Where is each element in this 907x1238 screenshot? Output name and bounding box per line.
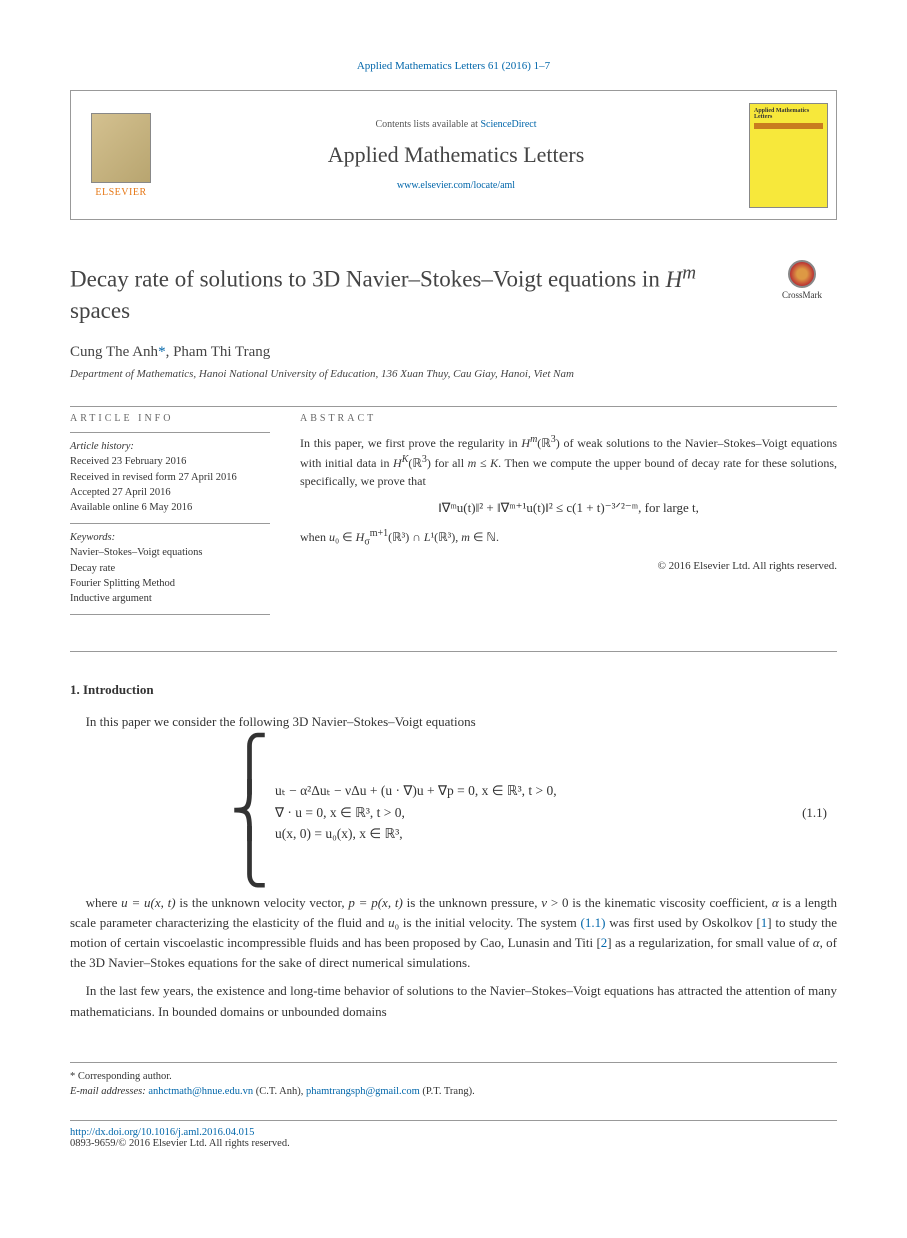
brace-icon: ⎧⎨⎩ xyxy=(230,742,269,882)
crossmark-label: CrossMark xyxy=(782,290,822,300)
abstract-p1: In this paper, we first prove the regula… xyxy=(300,432,837,490)
corresponding-author-note: * Corresponding author. xyxy=(70,1069,837,1085)
article-info: article info Article history: Received 2… xyxy=(70,413,270,621)
history-item: Available online 6 May 2016 xyxy=(70,500,270,515)
equation-1-1: ⎧⎨⎩ uₜ − α²Δuₜ − νΔu + (u · ∇)u + ∇p = 0… xyxy=(230,742,837,882)
issn-copyright: 0893-9659/© 2016 Elsevier Ltd. All right… xyxy=(70,1138,837,1149)
intro-p1: In this paper we consider the following … xyxy=(70,712,837,732)
eqn-line: uₜ − α²Δuₜ − νΔu + (u · ∇)u + ∇p = 0, x … xyxy=(275,780,557,802)
author-affiliation: Department of Mathematics, Hanoi Nationa… xyxy=(70,367,837,382)
keyword: Inductive argument xyxy=(70,591,270,606)
header-center: Contents lists available at ScienceDirec… xyxy=(171,91,741,219)
keyword: Decay rate xyxy=(70,561,270,576)
contents-prefix: Contents lists available at xyxy=(375,119,480,130)
footnotes: * Corresponding author. E-mail addresses… xyxy=(70,1062,837,1101)
keywords-heading: Keywords: xyxy=(70,530,270,545)
email-attribution: (P.T. Trang). xyxy=(420,1086,475,1097)
elsevier-tree-icon xyxy=(91,113,151,183)
journal-url-link[interactable]: www.elsevier.com/locate/aml xyxy=(397,180,515,191)
doi-link[interactable]: http://dx.doi.org/10.1016/j.aml.2016.04.… xyxy=(70,1127,254,1138)
keyword: Fourier Splitting Method xyxy=(70,576,270,591)
email-attribution: (C.T. Anh), xyxy=(253,1086,306,1097)
section-introduction: 1. Introduction In this paper we conside… xyxy=(70,682,837,1021)
eqn-line: u(x, 0) = u₀(x), x ∈ ℝ³, xyxy=(275,823,557,845)
journal-homepage: www.elsevier.com/locate/aml xyxy=(171,180,741,191)
publisher-name: ELSEVIER xyxy=(95,187,146,198)
history-item: Received in revised form 27 April 2016 xyxy=(70,470,270,485)
history-heading: Article history: xyxy=(70,439,270,454)
emails-label: E-mail addresses: xyxy=(70,1086,148,1097)
equation-number: (1.1) xyxy=(802,805,837,821)
abstract-label: abstract xyxy=(300,413,837,424)
history-item: Accepted 27 April 2016 xyxy=(70,485,270,500)
abstract: abstract In this paper, we first prove t… xyxy=(300,413,837,621)
sciencedirect-link[interactable]: ScienceDirect xyxy=(480,119,536,130)
eqn-line: ∇ · u = 0, x ∈ ℝ³, t > 0, xyxy=(275,802,557,824)
history-item: Received 23 February 2016 xyxy=(70,454,270,469)
crossmark-badge[interactable]: CrossMark xyxy=(767,260,837,300)
intro-p3: In the last few years, the existence and… xyxy=(70,981,837,1021)
author-list: Cung The Anh*, Pham Thi Trang xyxy=(70,344,837,361)
cover-thumbnail-icon: Applied Mathematics Letters xyxy=(749,103,828,208)
abstract-p2: when u₀ ∈ Hσm+1(ℝ³) ∩ L¹(ℝ³), m ∈ ℕ. xyxy=(300,526,837,549)
footer-bar: http://dx.doi.org/10.1016/j.aml.2016.04.… xyxy=(70,1120,837,1149)
article-title: Decay rate of solutions to 3D Navier–Sto… xyxy=(70,260,747,326)
author-email-link[interactable]: phamtrangsph@gmail.com xyxy=(306,1086,420,1097)
abstract-equation: ‖∇ᵐu(t)‖² + ‖∇ᵐ⁺¹u(t)‖² ≤ c(1 + t)⁻³ᐟ²⁻ᵐ… xyxy=(300,500,837,516)
email-addresses: E-mail addresses: anhctmath@hnue.edu.vn … xyxy=(70,1084,837,1100)
info-label: article info xyxy=(70,413,270,424)
cover-title: Applied Mathematics Letters xyxy=(754,108,823,121)
journal-title: Applied Mathematics Letters xyxy=(171,142,741,168)
crossmark-icon xyxy=(788,260,816,288)
intro-p2: where u = u(x, t) is the unknown velocit… xyxy=(70,893,837,974)
section-heading: 1. Introduction xyxy=(70,682,837,698)
divider xyxy=(70,651,837,652)
contents-available: Contents lists available at ScienceDirec… xyxy=(171,119,741,130)
author-email-link[interactable]: anhctmath@hnue.edu.vn xyxy=(148,1086,253,1097)
keyword: Navier–Stokes–Voigt equations xyxy=(70,545,270,560)
journal-reference: Applied Mathematics Letters 61 (2016) 1–… xyxy=(70,60,837,72)
copyright: © 2016 Elsevier Ltd. All rights reserved… xyxy=(300,560,837,572)
publisher-logo[interactable]: ELSEVIER xyxy=(71,91,171,219)
divider xyxy=(70,406,837,407)
journal-ref-link[interactable]: Applied Mathematics Letters 61 (2016) 1–… xyxy=(357,60,550,72)
journal-cover[interactable]: Applied Mathematics Letters xyxy=(741,91,836,219)
journal-header: ELSEVIER Contents lists available at Sci… xyxy=(70,90,837,220)
